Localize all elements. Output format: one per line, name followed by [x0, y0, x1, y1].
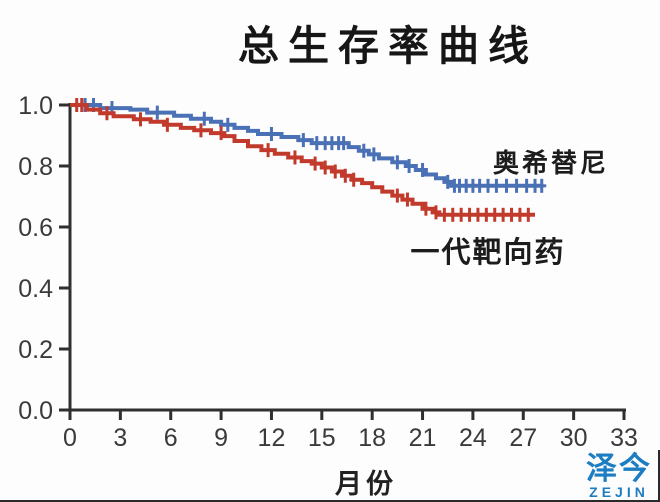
- x-tick-label: 6: [164, 424, 178, 452]
- x-tick-label: 21: [409, 424, 437, 452]
- x-tick-label: 27: [509, 424, 537, 452]
- y-tick-label: 1.0: [18, 92, 53, 120]
- x-tick-label: 3: [113, 424, 127, 452]
- x-tick-label: 18: [358, 424, 386, 452]
- series-label-osimertinib: 奥希替尼: [492, 148, 610, 178]
- x-tick-label: 0: [63, 424, 77, 452]
- x-tick-label: 12: [258, 424, 286, 452]
- x-axis-title: 月份: [335, 469, 397, 499]
- watermark-chinese-text: 泽今: [586, 451, 652, 486]
- x-tick-label: 33: [610, 424, 638, 452]
- y-tick-label: 0.2: [18, 336, 53, 364]
- watermark-latin-text: ZEJIN: [589, 484, 649, 500]
- y-tick-label: 0.8: [18, 153, 53, 181]
- x-tick-label: 15: [308, 424, 336, 452]
- y-tick-label: 0.4: [18, 275, 53, 303]
- chart-title: 总生存率曲线: [238, 23, 538, 69]
- y-tick-label: 0.6: [18, 214, 53, 242]
- screen-edge-artifact-right: [658, 450, 660, 502]
- x-tick-label: 24: [459, 424, 487, 452]
- y-tick-label: 0.0: [18, 397, 53, 425]
- series-label-first-gen-drug: 一代靶向药: [410, 237, 566, 269]
- x-tick-label: 30: [560, 424, 588, 452]
- watermark-logo: 泽今 ZEJIN: [586, 453, 652, 499]
- x-tick-label: 9: [214, 424, 228, 452]
- screen-edge-artifact-bottom: [0, 500, 660, 502]
